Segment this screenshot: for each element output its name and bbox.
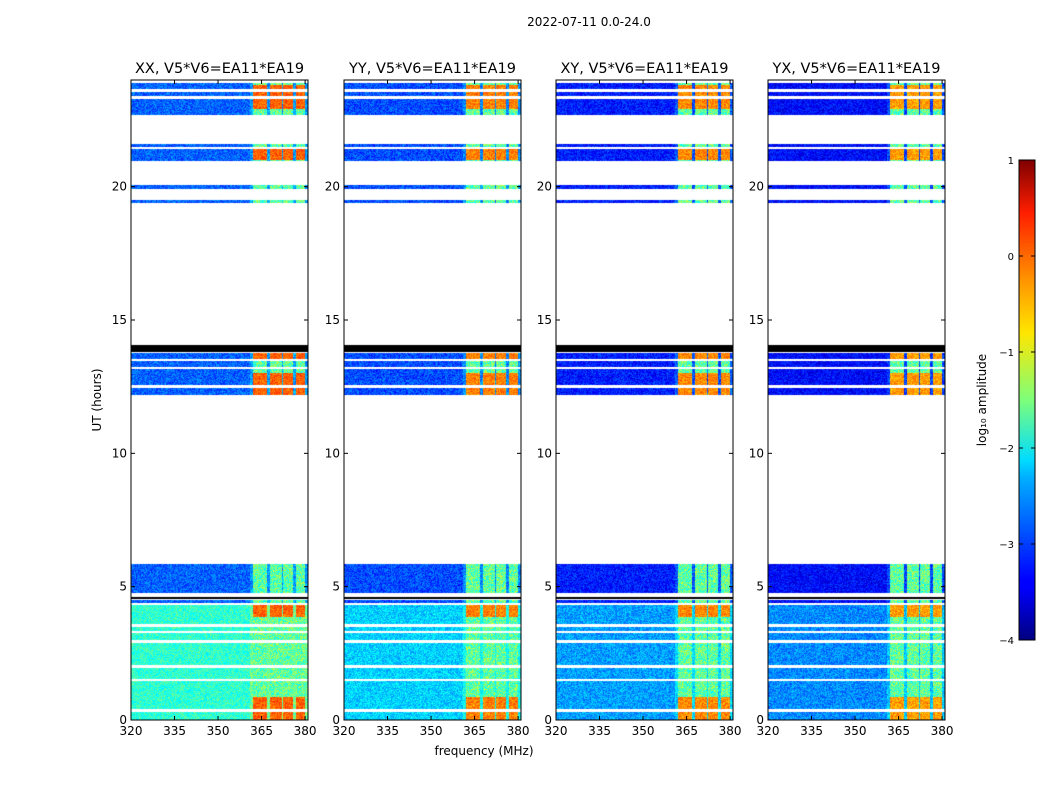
spectrogram-image [556,80,733,720]
y-tick-label: 10 [749,446,764,460]
x-tick-label: 320 [545,724,568,738]
y-tick-label: 0 [544,713,552,727]
x-tick-label: 350 [632,724,655,738]
figure-title: 2022-07-11 0.0-24.0 [527,15,651,29]
x-tick-label: 365 [675,724,698,738]
y-tick-label: 5 [332,580,340,594]
y-tick-label: 15 [749,313,764,327]
axes-frame [555,79,734,721]
colorbar-tick-label: −1 [999,348,1014,359]
panel-title: XX, V5*V6=EA11*EA19 [135,61,304,77]
y-tick-label: 20 [112,180,127,194]
panels: XX, V5*V6=EA11*EA19 320 335 350 365 380 0 5 10 15… [112,61,954,738]
y-tick-label: 20 [749,180,764,194]
x-tick-label: 380 [931,724,954,738]
panel-4: YX, V5*V6=EA11*EA19 320 335 350 365 380 0 5 10 15… [749,61,954,738]
x-tick-label: 335 [588,724,611,738]
y-tick-label: 15 [112,313,127,327]
y-tick-label: 15 [537,313,552,327]
x-tick-label: 320 [757,724,780,738]
colorbar-ticks: 1 0 −1 −2 −3 −4 [999,156,1035,647]
spectrogram-image [768,80,945,720]
colorbar-gradient [1018,159,1036,641]
x-tick-label: 365 [463,724,486,738]
panel-3: XY, V5*V6=EA11*EA19 320 335 350 365 380 0 5 10 15… [537,61,742,738]
x-tick-label: 320 [120,724,143,738]
y-tick-label: 5 [544,580,552,594]
x-tick-label: 365 [250,724,273,738]
colorbar-tick-label: 0 [1008,252,1014,263]
x-tick-label: 380 [507,724,530,738]
x-tick-label: 380 [294,724,317,738]
y-tick-label: 15 [325,313,340,327]
axes-frame [130,79,309,721]
x-tick-label: 350 [844,724,867,738]
panel-title: YX, V5*V6=EA11*EA19 [771,61,940,77]
x-tick-label: 350 [420,724,443,738]
colorbar: 1 0 −1 −2 −3 −4 log₁₀ amplitude [975,156,1036,647]
spectrogram-image [131,80,308,720]
x-tick-label: 335 [376,724,399,738]
colorbar-tick-label: 1 [1008,156,1014,167]
axes-frame [767,79,946,721]
x-axis-label: frequency (MHz) [434,744,533,758]
y-tick-label: 5 [119,580,127,594]
y-tick-label: 0 [756,713,764,727]
x-tick-label: 335 [163,724,186,738]
y-tick-label: 0 [119,713,127,727]
x-tick-label: 380 [719,724,742,738]
x-tick-label: 320 [333,724,356,738]
x-tick-label: 365 [887,724,910,738]
panel-title: YY, V5*V6=EA11*EA19 [348,61,516,77]
axes-frame [343,79,522,721]
y-tick-label: 10 [325,446,340,460]
y-tick-label: 20 [325,180,340,194]
colorbar-label: log₁₀ amplitude [975,354,989,446]
panel-1: XX, V5*V6=EA11*EA19 320 335 350 365 380 0 5 10 15… [112,61,317,738]
x-tick-label: 350 [207,724,230,738]
panel-title: XY, V5*V6=EA11*EA19 [560,61,728,77]
y-tick-label: 10 [537,446,552,460]
y-tick-label: 10 [112,446,127,460]
spectrogram-image [344,80,521,720]
y-tick-label: 0 [332,713,340,727]
colorbar-tick-label: −2 [999,444,1014,455]
panel-2: YY, V5*V6=EA11*EA19 320 335 350 365 380 0 5 10 15… [325,61,530,738]
colorbar-tick-label: −3 [999,540,1014,551]
colorbar-tick-label: −4 [999,636,1014,647]
y-tick-label: 5 [756,580,764,594]
y-axis-label: UT (hours) [90,368,104,431]
y-tick-label: 20 [537,180,552,194]
x-tick-label: 335 [800,724,823,738]
